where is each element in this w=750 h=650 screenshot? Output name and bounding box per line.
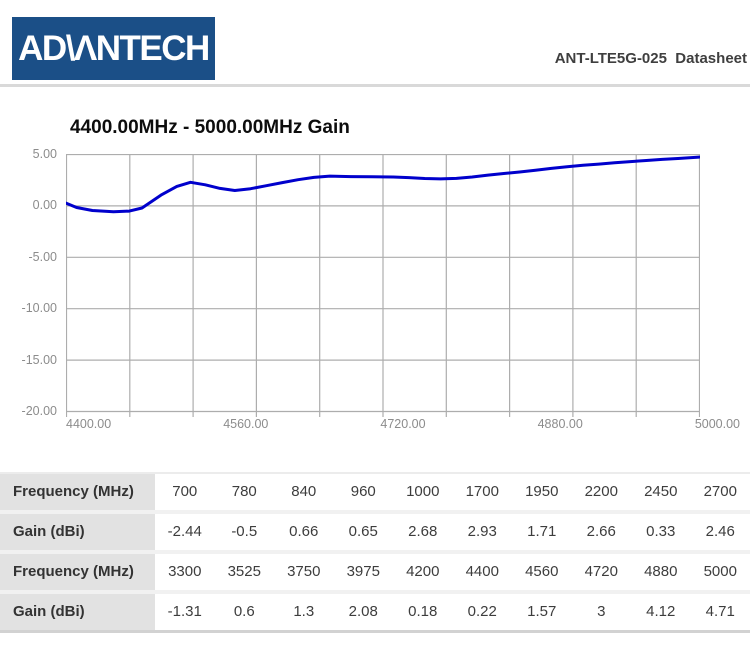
- value-cell: 0.33: [646, 523, 676, 540]
- value-cell: -0.5: [231, 523, 258, 540]
- row-header-cell: Gain (dBi): [0, 594, 155, 630]
- value-cell: 780: [231, 483, 257, 500]
- advantech-logo: AD\ΛNTECH: [12, 17, 215, 80]
- value-cell: 0.66: [289, 523, 319, 540]
- table-row: Frequency (MHz) 700 780 840 960 1000 1700 1950 2…: [0, 472, 750, 510]
- value-cell: 2700: [703, 483, 737, 500]
- table-row: Gain (dBi) -2.44 -0.5 0.66 0.65 2.68 2.93 1.71 2…: [0, 510, 750, 550]
- gain-chart: [64, 153, 701, 420]
- table-row: Gain (dBi) -1.31 0.6 1.3 2.08 0.18 0.22 1.57 3 4.…: [0, 590, 750, 630]
- value-cell: 4560: [525, 563, 559, 580]
- row-header-cell: Gain (dBi): [0, 514, 155, 550]
- value-cell: 700: [172, 483, 198, 500]
- gain-chart-svg: [64, 153, 701, 417]
- value-cell: 3975: [346, 563, 380, 580]
- row-header-cell: Frequency (MHz): [0, 554, 155, 590]
- value-cell: 4.71: [705, 603, 735, 620]
- value-cell: 2200: [584, 483, 618, 500]
- value-cell: 4880: [644, 563, 678, 580]
- advantech-logo-text: AD\ΛNTECH: [18, 29, 210, 68]
- value-cell: 4400: [465, 563, 499, 580]
- value-cell: -1.31: [167, 603, 202, 620]
- value-cell: 3: [597, 603, 606, 620]
- table-row: Frequency (MHz) 3300 3525 3750 3975 4200 4400 4…: [0, 550, 750, 590]
- gain-line: [64, 155, 701, 214]
- datasheet-title: ANT-LTE5G-025 Datasheet: [554, 50, 747, 67]
- value-cell: 3525: [227, 563, 261, 580]
- value-cell: 0.6: [233, 603, 255, 620]
- gain-table: Frequency (MHz) 700 780 840 960 1000 1700 1950 2…: [0, 472, 750, 633]
- header-divider: [0, 84, 750, 87]
- value-cell: 1950: [525, 483, 559, 500]
- value-cell: 0.22: [467, 603, 497, 620]
- x-axis-label: 4400.00: [66, 417, 112, 431]
- value-cell: -2.44: [167, 523, 202, 540]
- value-cell: 4720: [584, 563, 618, 580]
- value-cell: 0.18: [408, 603, 438, 620]
- value-cell: 840: [291, 483, 317, 500]
- y-axis-labels: 5.00 0.00 -5.00 -10.00 -15.00 -20.00: [0, 147, 60, 418]
- value-cell: 2.68: [408, 523, 438, 540]
- x-axis-labels: 4400.00 4560.00 4720.00 4880.00 5000.00: [66, 417, 740, 431]
- x-axis-label: 4880.00: [537, 417, 583, 431]
- x-axis-label: 4720.00: [380, 417, 426, 431]
- y-axis-label: -15.00: [21, 352, 57, 367]
- y-axis-label: 0.00: [32, 198, 57, 213]
- value-cell: 3300: [168, 563, 202, 580]
- value-cell: 1700: [465, 483, 499, 500]
- value-cell: 5000: [703, 563, 737, 580]
- value-cell: 1000: [406, 483, 440, 500]
- value-cell: 0.65: [348, 523, 378, 540]
- value-cell: 1.71: [527, 523, 557, 540]
- y-axis-label: -10.00: [21, 301, 57, 316]
- value-cell: 2.46: [705, 523, 735, 540]
- x-axis-label: 5000.00: [694, 417, 740, 431]
- x-axis-label: 4560.00: [223, 417, 269, 431]
- value-cell: 2.66: [586, 523, 616, 540]
- value-cell: 1.3: [293, 603, 315, 620]
- chart-title: 4400.00MHz - 5000.00MHz Gain: [70, 117, 350, 138]
- value-cell: 2450: [644, 483, 678, 500]
- value-cell: 960: [350, 483, 376, 500]
- value-cell: 3750: [287, 563, 321, 580]
- y-axis-label: -5.00: [28, 249, 58, 264]
- row-header-cell: Frequency (MHz): [0, 474, 155, 510]
- value-cell: 1.57: [527, 603, 557, 620]
- value-cell: 4200: [406, 563, 440, 580]
- value-cell: 2.93: [467, 523, 497, 540]
- value-cell: 4.12: [646, 603, 676, 620]
- value-cell: 2.08: [348, 603, 378, 620]
- y-axis-label: -20.00: [21, 404, 57, 418]
- y-axis-label: 5.00: [32, 147, 57, 161]
